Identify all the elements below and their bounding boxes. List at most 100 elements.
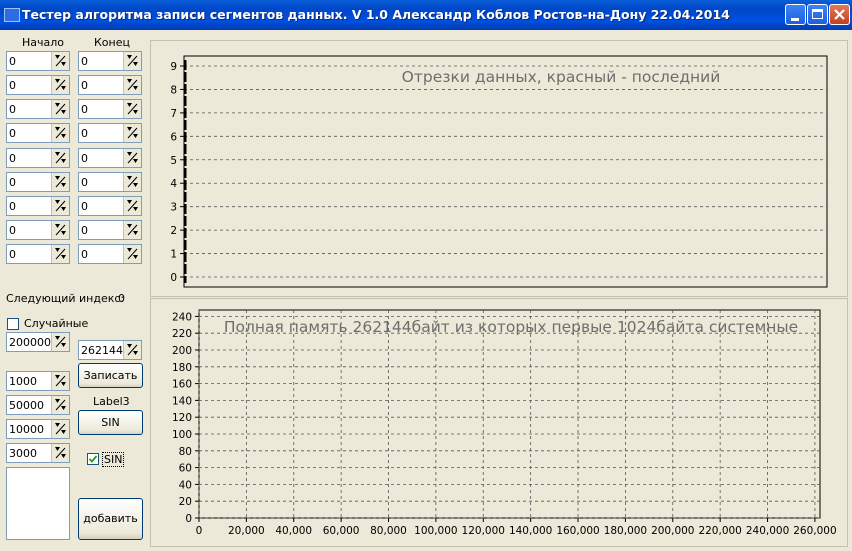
spin-arrow[interactable] — [51, 149, 69, 167]
segment-end-spinner[interactable]: 0 — [78, 75, 142, 95]
segment-start-spinner[interactable]: 0 — [6, 148, 70, 168]
spin-arrow[interactable] — [123, 341, 141, 359]
spin-updown-icon — [55, 336, 66, 348]
segment-end-spinner[interactable]: 0 — [78, 51, 142, 71]
spin-updown-icon — [127, 200, 138, 212]
param-spinner-1[interactable]: 1000 — [6, 371, 70, 391]
param-value-4: 3000 — [9, 447, 37, 460]
y-tick-label: 200 — [172, 345, 192, 357]
spin-arrow[interactable] — [123, 76, 141, 94]
spin-arrow[interactable] — [123, 245, 141, 263]
app-icon — [4, 8, 20, 22]
segment-start-value: 0 — [9, 55, 16, 68]
param-spinner-4[interactable]: 3000 — [6, 443, 70, 463]
next-index-value: 0 — [118, 292, 125, 305]
spin-arrow[interactable] — [51, 444, 69, 462]
spin-arrow[interactable] — [51, 173, 69, 191]
close-button[interactable] — [829, 4, 850, 25]
x-tick-label: 220,000 — [698, 525, 741, 537]
window-title: Тестер алгоритма записи сегментов данных… — [22, 7, 730, 22]
param-spinner-3[interactable]: 10000 — [6, 419, 70, 439]
segment-end-value: 0 — [81, 103, 88, 116]
spin-arrow[interactable] — [51, 245, 69, 263]
checkmark-icon — [88, 455, 98, 463]
spin-arrow[interactable] — [123, 100, 141, 118]
spin-arrow[interactable] — [51, 420, 69, 438]
segment-start-spinner[interactable]: 0 — [6, 51, 70, 71]
y-tick-label: 2 — [170, 225, 177, 237]
memory-size-value: 262144 — [81, 344, 123, 357]
x-tick-label: 80,000 — [370, 525, 407, 537]
spin-arrow[interactable] — [123, 52, 141, 70]
x-tick-label: 100,000 — [414, 525, 457, 537]
segment-start-spinner[interactable]: 0 — [6, 244, 70, 264]
spin-arrow[interactable] — [51, 100, 69, 118]
y-tick-label: 8 — [170, 84, 177, 96]
y-tick-label: 7 — [170, 108, 177, 120]
segment-end-value: 0 — [81, 200, 88, 213]
spin-arrow[interactable] — [123, 149, 141, 167]
spin-arrow[interactable] — [51, 396, 69, 414]
segment-start-spinner[interactable]: 0 — [6, 172, 70, 192]
segment-start-value: 0 — [9, 152, 16, 165]
spin-arrow[interactable] — [51, 76, 69, 94]
spin-arrow[interactable] — [123, 173, 141, 191]
random-count-spinner[interactable]: 200000 — [6, 332, 70, 352]
write-button[interactable]: Записать — [78, 363, 143, 388]
random-count-value: 200000 — [9, 336, 51, 349]
y-tick-label: 0 — [170, 272, 177, 284]
segment-end-spinner[interactable]: 0 — [78, 172, 142, 192]
spin-arrow[interactable] — [51, 372, 69, 390]
x-tick-label: 140,000 — [509, 525, 552, 537]
x-tick-label: 20,000 — [228, 525, 265, 537]
random-checkbox[interactable] — [7, 318, 19, 330]
segment-end-spinner[interactable]: 0 — [78, 244, 142, 264]
spin-updown-icon — [127, 344, 138, 356]
y-tick-label: 80 — [179, 446, 192, 458]
spin-updown-icon — [127, 127, 138, 139]
segment-start-spinner[interactable]: 0 — [6, 220, 70, 240]
plot-frame — [183, 55, 828, 288]
segment-start-spinner[interactable]: 0 — [6, 196, 70, 216]
spin-updown-icon — [55, 55, 66, 67]
segment-end-spinner[interactable]: 0 — [78, 196, 142, 216]
minimize-button[interactable] — [785, 4, 806, 25]
spin-updown-icon — [127, 224, 138, 236]
x-tick-label: 40,000 — [275, 525, 312, 537]
segment-start-spinner[interactable]: 0 — [6, 99, 70, 119]
spin-arrow[interactable] — [123, 221, 141, 239]
segment-end-spinner[interactable]: 0 — [78, 123, 142, 143]
segment-end-spinner[interactable]: 0 — [78, 220, 142, 240]
sin-button[interactable]: SIN — [78, 410, 143, 435]
spin-arrow[interactable] — [51, 52, 69, 70]
segment-end-spinner[interactable]: 0 — [78, 99, 142, 119]
y-tick-label: 220 — [172, 328, 192, 340]
segment-end-spinner[interactable]: 0 — [78, 148, 142, 168]
segment-start-spinner[interactable]: 0 — [6, 75, 70, 95]
y-tick-label: 4 — [170, 178, 177, 190]
spin-arrow[interactable] — [51, 197, 69, 215]
add-button[interactable]: добавить — [78, 498, 143, 540]
segment-start-value: 0 — [9, 248, 16, 261]
spin-arrow[interactable] — [51, 124, 69, 142]
y-tick-label: 6 — [170, 131, 177, 143]
x-tick-label: 160,000 — [556, 525, 599, 537]
spin-arrow[interactable] — [123, 197, 141, 215]
segment-end-value: 0 — [81, 127, 88, 140]
param-spinner-2[interactable]: 50000 — [6, 395, 70, 415]
segment-start-spinner[interactable]: 0 — [6, 123, 70, 143]
spin-arrow[interactable] — [51, 333, 69, 351]
sin-checkbox-label: SIN — [102, 452, 125, 467]
spin-updown-icon — [127, 176, 138, 188]
maximize-button[interactable] — [807, 4, 828, 25]
spin-arrow[interactable] — [51, 221, 69, 239]
spin-arrow[interactable] — [123, 124, 141, 142]
minimize-icon — [791, 18, 799, 21]
segment-end-value: 0 — [81, 79, 88, 92]
segment-start-value: 0 — [9, 103, 16, 116]
segment-start-value: 0 — [9, 127, 16, 140]
segment-end-value: 0 — [81, 248, 88, 261]
sin-checkbox[interactable] — [87, 453, 99, 465]
memory-size-spinner[interactable]: 262144 — [78, 340, 142, 360]
segment-listbox[interactable] — [6, 467, 70, 540]
